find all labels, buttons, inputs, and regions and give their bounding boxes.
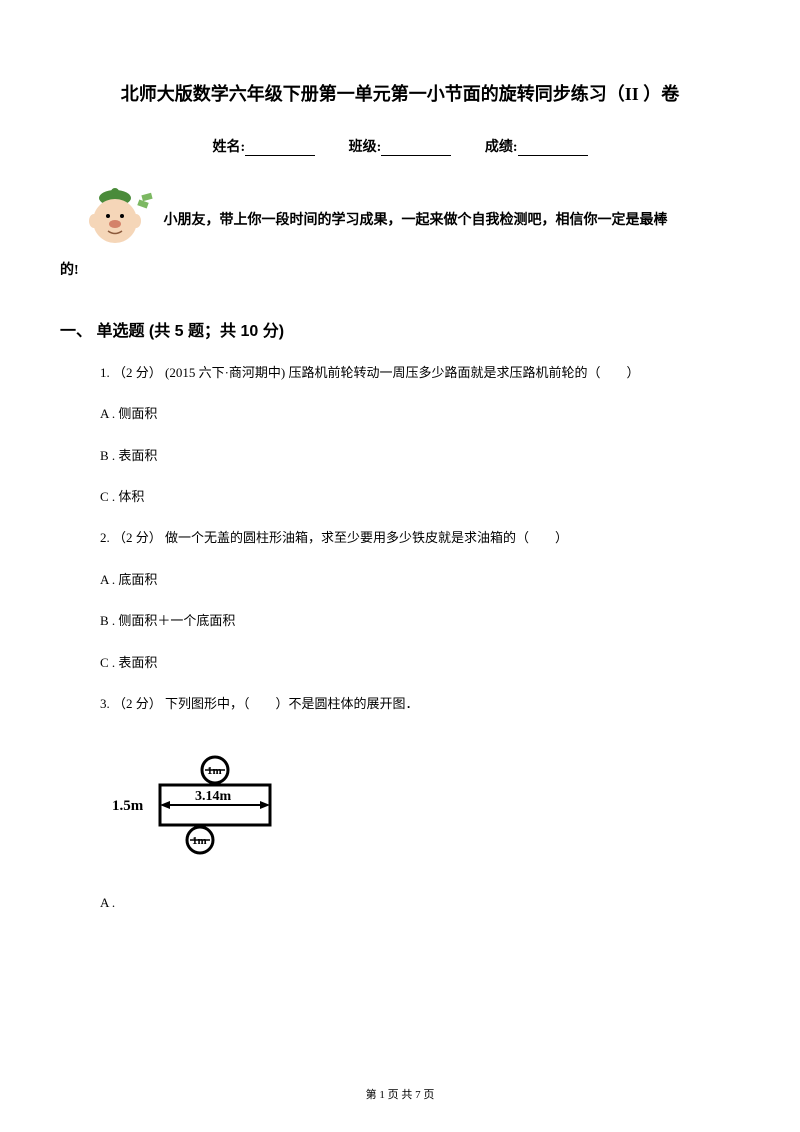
page-title: 北师大版数学六年级下册第一单元第一小节面的旋转同步练习（II ）卷 xyxy=(60,80,740,106)
q1-option-a: A . 侧面积 xyxy=(100,402,740,425)
q2-option-a: A . 底面积 xyxy=(100,568,740,591)
q1-option-c: C . 体积 xyxy=(100,485,740,508)
intro-section: 小朋友，带上你一段时间的学习成果，一起来做个自我检测吧，相信你一定是最棒 的! xyxy=(60,186,740,287)
svg-text:1m: 1m xyxy=(192,835,207,847)
class-blank xyxy=(381,140,451,156)
q2-option-c: C . 表面积 xyxy=(100,651,740,674)
question-2: 2. （2 分） 做一个无盖的圆柱形油箱，求至少要用多少铁皮就是求油箱的（ ） xyxy=(100,526,740,549)
svg-text:1m: 1m xyxy=(207,765,222,777)
width-label: 3.14m xyxy=(195,789,232,804)
section-header: 一、 单选题 (共 5 题；共 10 分) xyxy=(60,317,740,341)
mascot-icon xyxy=(80,186,160,256)
question-1: 1. （2 分） (2015 六下·商河期中) 压路机前轮转动一周压多少路面就是… xyxy=(100,361,740,384)
score-blank xyxy=(518,140,588,156)
intro-suffix: 的! xyxy=(60,256,740,287)
q1-option-b: B . 表面积 xyxy=(100,444,740,467)
intro-text: 小朋友，带上你一段时间的学习成果，一起来做个自我检测吧，相信你一定是最棒 xyxy=(164,213,668,228)
q2-option-b: B . 侧面积＋一个底面积 xyxy=(100,609,740,632)
class-label: 班级: xyxy=(349,140,382,155)
name-label: 姓名: xyxy=(212,140,245,155)
height-label: 1.5m xyxy=(112,798,144,814)
student-info-row: 姓名: 班级: 成绩: xyxy=(60,136,740,156)
cylinder-diagram: 1m 3.14m 1.5m 1m xyxy=(100,755,740,880)
q3-option-a: A . xyxy=(100,895,740,911)
question-3: 3. （2 分） 下列图形中，（ ）不是圆柱体的展开图． xyxy=(100,692,740,715)
score-field: 成绩: xyxy=(485,136,588,156)
page-footer: 第 1 页 共 7 页 xyxy=(0,1086,800,1102)
name-field: 姓名: xyxy=(212,136,315,156)
score-label: 成绩: xyxy=(485,140,518,155)
class-field: 班级: xyxy=(349,136,452,156)
name-blank xyxy=(245,140,315,156)
